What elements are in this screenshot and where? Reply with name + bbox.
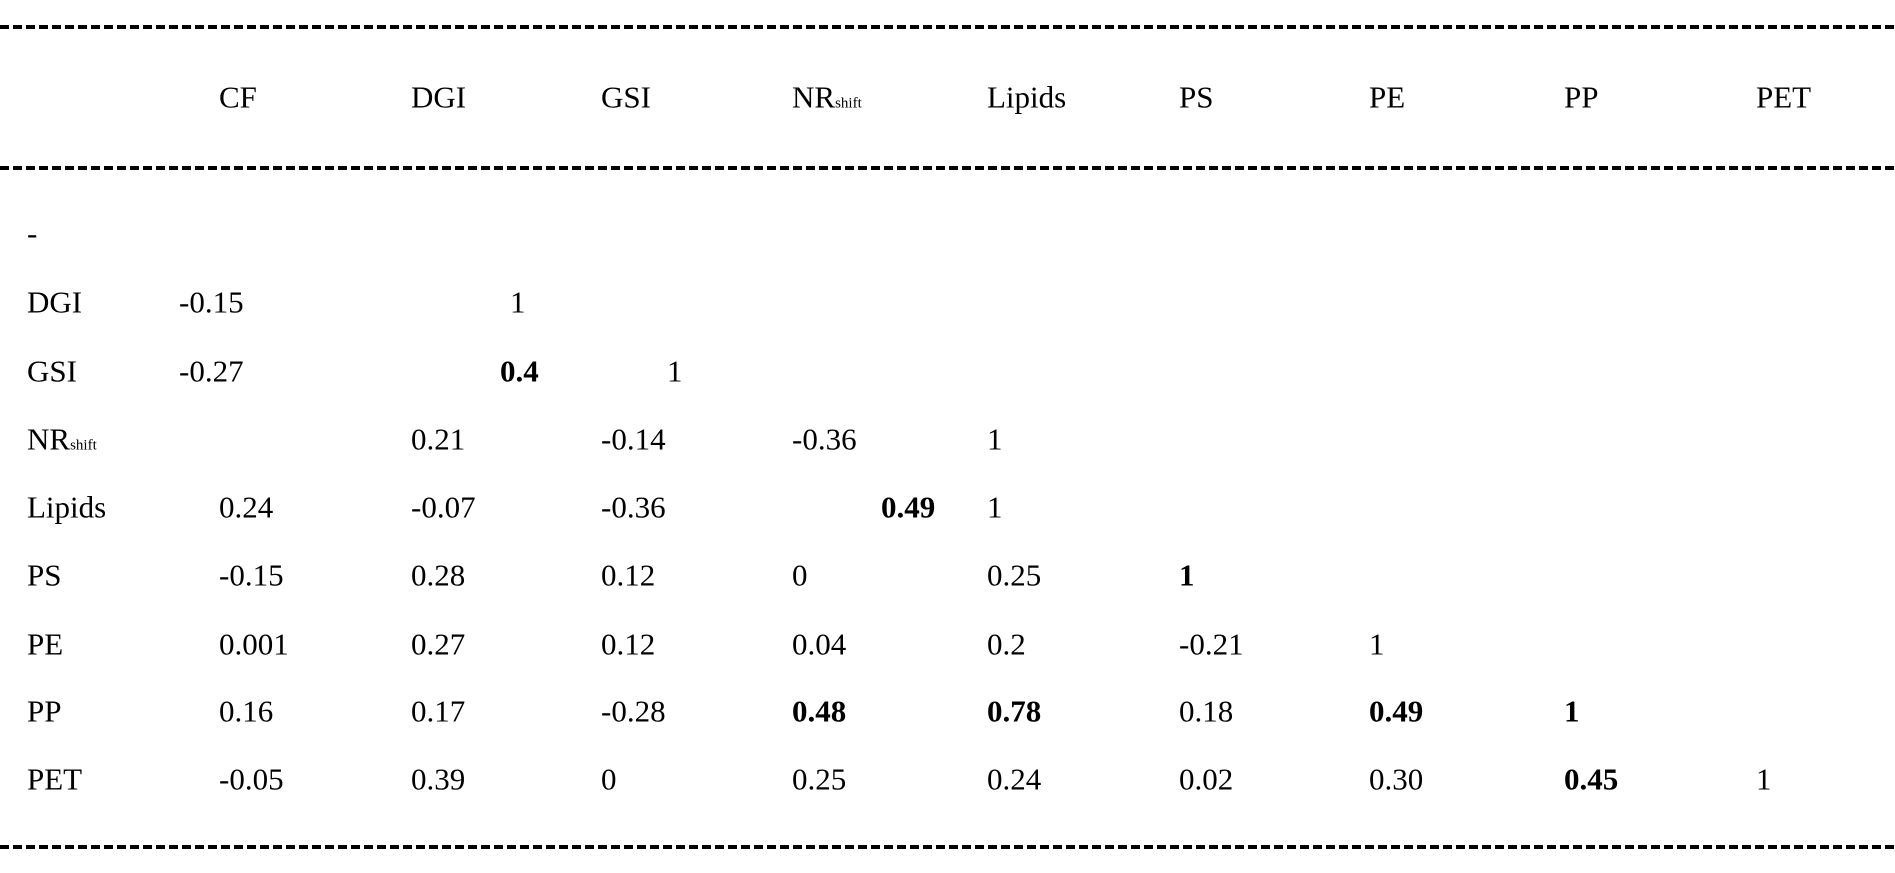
cell: 0.02 bbox=[1179, 761, 1234, 797]
cell: 0.21 bbox=[411, 421, 466, 457]
cell-text: 0.49 bbox=[1369, 693, 1424, 729]
cell: 1 bbox=[987, 489, 1003, 525]
cell: 0.28 bbox=[411, 557, 466, 593]
cell: 0.45 bbox=[1564, 764, 1618, 795]
cell: 1 bbox=[1756, 761, 1772, 797]
cell: -0.36 bbox=[792, 421, 857, 457]
cell-text: 0.4 bbox=[500, 353, 539, 389]
cell: 0.24 bbox=[987, 761, 1042, 797]
cell-text: 0.45 bbox=[1564, 761, 1619, 797]
cell: 0.16 bbox=[219, 693, 274, 729]
cell: 0.78 bbox=[987, 696, 1041, 727]
column-header: PE bbox=[1369, 79, 1406, 115]
cell: -0.27 bbox=[179, 353, 244, 389]
cell-text: NR bbox=[27, 421, 71, 457]
cell: 0.12 bbox=[601, 626, 656, 662]
cell: 1 bbox=[1179, 560, 1195, 591]
cell: 0.39 bbox=[411, 761, 466, 797]
cell: 0.27 bbox=[411, 626, 466, 662]
column-header: Lipids bbox=[987, 79, 1067, 115]
rule bbox=[0, 25, 1895, 29]
cell: 1 bbox=[987, 421, 1003, 457]
cell: 0.25 bbox=[987, 557, 1042, 593]
row-label: PS bbox=[27, 557, 62, 593]
row-label: PE bbox=[27, 626, 64, 662]
cell: -0.21 bbox=[1179, 626, 1244, 662]
row-label: PET bbox=[27, 761, 83, 797]
subscript: shift bbox=[835, 95, 862, 112]
cell: 0.001 bbox=[219, 626, 289, 662]
cell: 0 bbox=[601, 761, 617, 797]
cell: 0.48 bbox=[792, 696, 846, 727]
cell: 1 bbox=[1369, 626, 1385, 662]
column-header: PET bbox=[1756, 79, 1812, 115]
row-label: DGI bbox=[27, 284, 83, 320]
cell: -0.15 bbox=[219, 557, 284, 593]
row-label: GSI bbox=[27, 353, 77, 389]
column-header: PP bbox=[1564, 79, 1599, 115]
column-header: CF bbox=[219, 79, 257, 115]
cell: 0.24 bbox=[219, 489, 274, 525]
row-label: Lipids bbox=[27, 489, 107, 525]
column-header: GSI bbox=[601, 79, 651, 115]
column-header: PS bbox=[1179, 79, 1214, 115]
cell: -0.28 bbox=[601, 693, 666, 729]
rule bbox=[0, 166, 1895, 170]
cell: 1 bbox=[667, 353, 683, 389]
cell: 0 bbox=[792, 557, 808, 593]
row-label: - bbox=[27, 215, 38, 251]
cell-text: 0.48 bbox=[792, 693, 847, 729]
row-label: PP bbox=[27, 693, 62, 729]
cell: 1 bbox=[510, 284, 526, 320]
cell: -0.15 bbox=[179, 284, 244, 320]
cell-text: NR bbox=[792, 79, 836, 115]
cell: 0.4 bbox=[500, 356, 539, 387]
cell: -0.14 bbox=[601, 421, 666, 457]
cell: 0.17 bbox=[411, 693, 466, 729]
cell: 0.04 bbox=[792, 626, 847, 662]
cell: 0.49 bbox=[1369, 696, 1423, 727]
cell: -0.07 bbox=[411, 489, 476, 525]
cell-text: 1 bbox=[1179, 557, 1195, 593]
rule bbox=[0, 845, 1895, 849]
cell-text: 0.49 bbox=[881, 489, 936, 525]
cell: -0.05 bbox=[219, 761, 284, 797]
cell: 1 bbox=[1564, 696, 1580, 727]
cell: -0.36 bbox=[601, 489, 666, 525]
cell: 0.12 bbox=[601, 557, 656, 593]
subscript: shift bbox=[70, 437, 97, 454]
cell-text: 1 bbox=[1564, 693, 1580, 729]
cell-text: 0.78 bbox=[987, 693, 1042, 729]
cell: 0.2 bbox=[987, 626, 1026, 662]
cell: 0.18 bbox=[1179, 693, 1234, 729]
cell: 0.30 bbox=[1369, 761, 1424, 797]
row-label: NRshift bbox=[27, 424, 97, 455]
column-header: DGI bbox=[411, 79, 467, 115]
cell: 0.25 bbox=[792, 761, 847, 797]
cell: 0.49 bbox=[881, 492, 935, 523]
column-header: NRshift bbox=[792, 82, 862, 113]
